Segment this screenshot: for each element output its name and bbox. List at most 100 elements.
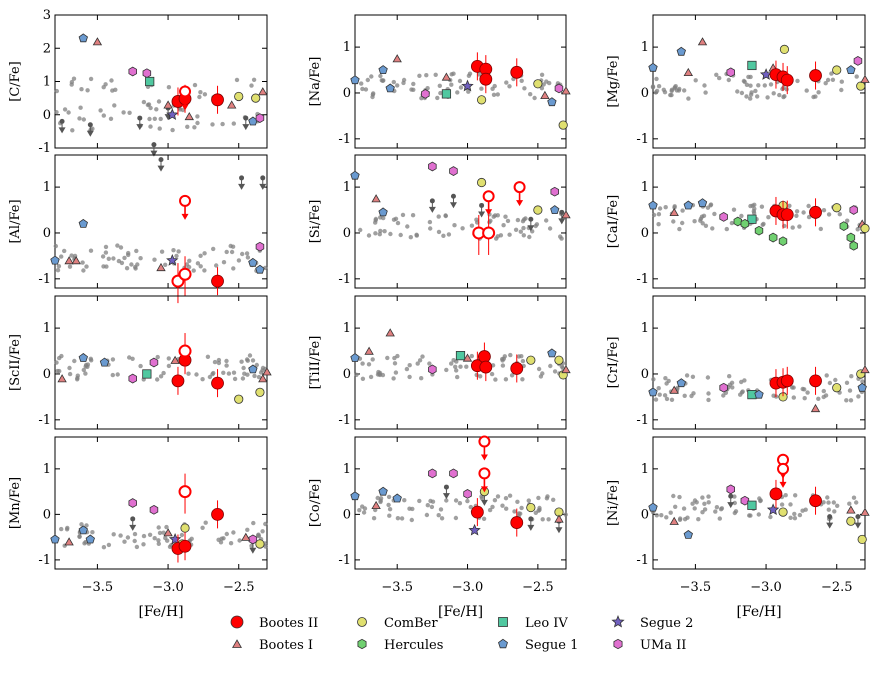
- field-star: [821, 388, 826, 394]
- point-uma-ii: [554, 83, 564, 94]
- field-star: [84, 523, 89, 528]
- field-star: [504, 80, 509, 85]
- field-star: [83, 364, 88, 369]
- field-star: [544, 218, 549, 223]
- point-uma-ii: [449, 468, 458, 479]
- x-tick-label: −2.5: [223, 580, 255, 595]
- field-star: [702, 501, 707, 506]
- panel-frame: [652, 154, 866, 289]
- field-star: [414, 232, 419, 237]
- point-comber: [234, 394, 244, 404]
- y-tick-label: 0: [641, 507, 649, 522]
- field-star: [504, 506, 509, 511]
- field-star: [547, 80, 552, 86]
- field-star: [794, 213, 799, 218]
- y-tick-label: 1: [343, 40, 351, 55]
- field-stars: [354, 352, 566, 382]
- field-star: [479, 86, 484, 91]
- bootes2-point: [780, 73, 794, 87]
- field-star: [748, 203, 753, 209]
- field-star: [220, 121, 225, 127]
- field-star: [536, 366, 542, 372]
- field-star: [768, 514, 773, 520]
- panel-7: -1 0 1 [TiII/Fe]: [308, 295, 571, 430]
- field-star: [72, 358, 77, 364]
- field-star: [444, 498, 449, 503]
- legend-item-comber: ComBer: [357, 616, 438, 631]
- field-star: [436, 513, 441, 518]
- point-bootes-i: [57, 374, 67, 383]
- y-tick-label: 1: [343, 321, 351, 336]
- field-star: [411, 87, 416, 93]
- field-star: [148, 105, 153, 111]
- y-axis-label: [Mn/Fe]: [8, 477, 23, 529]
- point-hercules: [733, 216, 742, 227]
- field-star: [512, 509, 517, 514]
- y-tick-label: -1: [338, 553, 351, 568]
- field-star: [373, 231, 378, 236]
- field-star: [527, 234, 532, 240]
- field-star: [59, 526, 64, 532]
- field-star: [404, 366, 410, 372]
- point-segue-1: [648, 502, 658, 512]
- legend-marker: [232, 639, 242, 648]
- field-star: [66, 110, 71, 115]
- field-star: [54, 110, 59, 115]
- field-star: [67, 264, 73, 269]
- field-star: [500, 503, 505, 508]
- field-star: [826, 212, 832, 217]
- field-star: [245, 255, 251, 260]
- point-segue-1: [648, 62, 658, 72]
- x-axis-label: [Fe/H]: [438, 604, 483, 620]
- legend-marker: [357, 638, 367, 650]
- field-star: [141, 542, 146, 547]
- field-star: [240, 376, 246, 381]
- y-axis-label: [Na/Fe]: [308, 57, 323, 107]
- field-star: [826, 507, 831, 512]
- point-segue-1: [547, 97, 557, 107]
- field-star: [731, 207, 737, 212]
- field-star: [229, 249, 235, 255]
- field-star: [508, 352, 513, 358]
- field-star: [696, 517, 701, 522]
- field-star: [690, 374, 696, 379]
- upper-limit-arrow: [157, 159, 165, 172]
- field-star: [795, 78, 800, 84]
- field-star: [792, 511, 797, 517]
- field-star: [729, 220, 735, 226]
- field-star: [69, 253, 74, 258]
- field-star: [210, 372, 215, 377]
- field-star: [71, 76, 77, 81]
- upper-limit-arrow: [527, 219, 535, 232]
- field-star: [668, 510, 673, 515]
- point-segue-1: [248, 364, 258, 374]
- legend-item-bootes-ii: Bootes II: [230, 615, 318, 631]
- field-star: [533, 510, 538, 515]
- field-star: [682, 393, 687, 398]
- field-star: [700, 510, 705, 515]
- legend-item-uma-ii: UMa II: [613, 638, 686, 653]
- point-bootes-i: [371, 194, 381, 203]
- field-star: [502, 354, 507, 359]
- field-star: [245, 358, 250, 363]
- point-uma-ii: [248, 534, 258, 545]
- field-star: [671, 493, 676, 499]
- point-segue-1: [350, 353, 360, 362]
- field-star: [680, 220, 685, 226]
- field-star: [516, 354, 522, 359]
- field-star: [540, 517, 545, 522]
- field-star: [545, 494, 550, 499]
- field-star: [753, 88, 758, 94]
- field-star: [706, 500, 711, 505]
- bootes2-point: [211, 507, 224, 521]
- field-star: [664, 515, 669, 520]
- field-star: [446, 232, 452, 237]
- field-star: [839, 79, 844, 84]
- bootes2-limit-arrow: [480, 478, 488, 493]
- field-star: [455, 90, 460, 95]
- field-star: [247, 353, 253, 358]
- point-segue-1: [676, 378, 686, 388]
- y-tick-label: 0: [641, 86, 649, 101]
- field-star: [826, 500, 831, 505]
- point-hercules: [849, 240, 858, 251]
